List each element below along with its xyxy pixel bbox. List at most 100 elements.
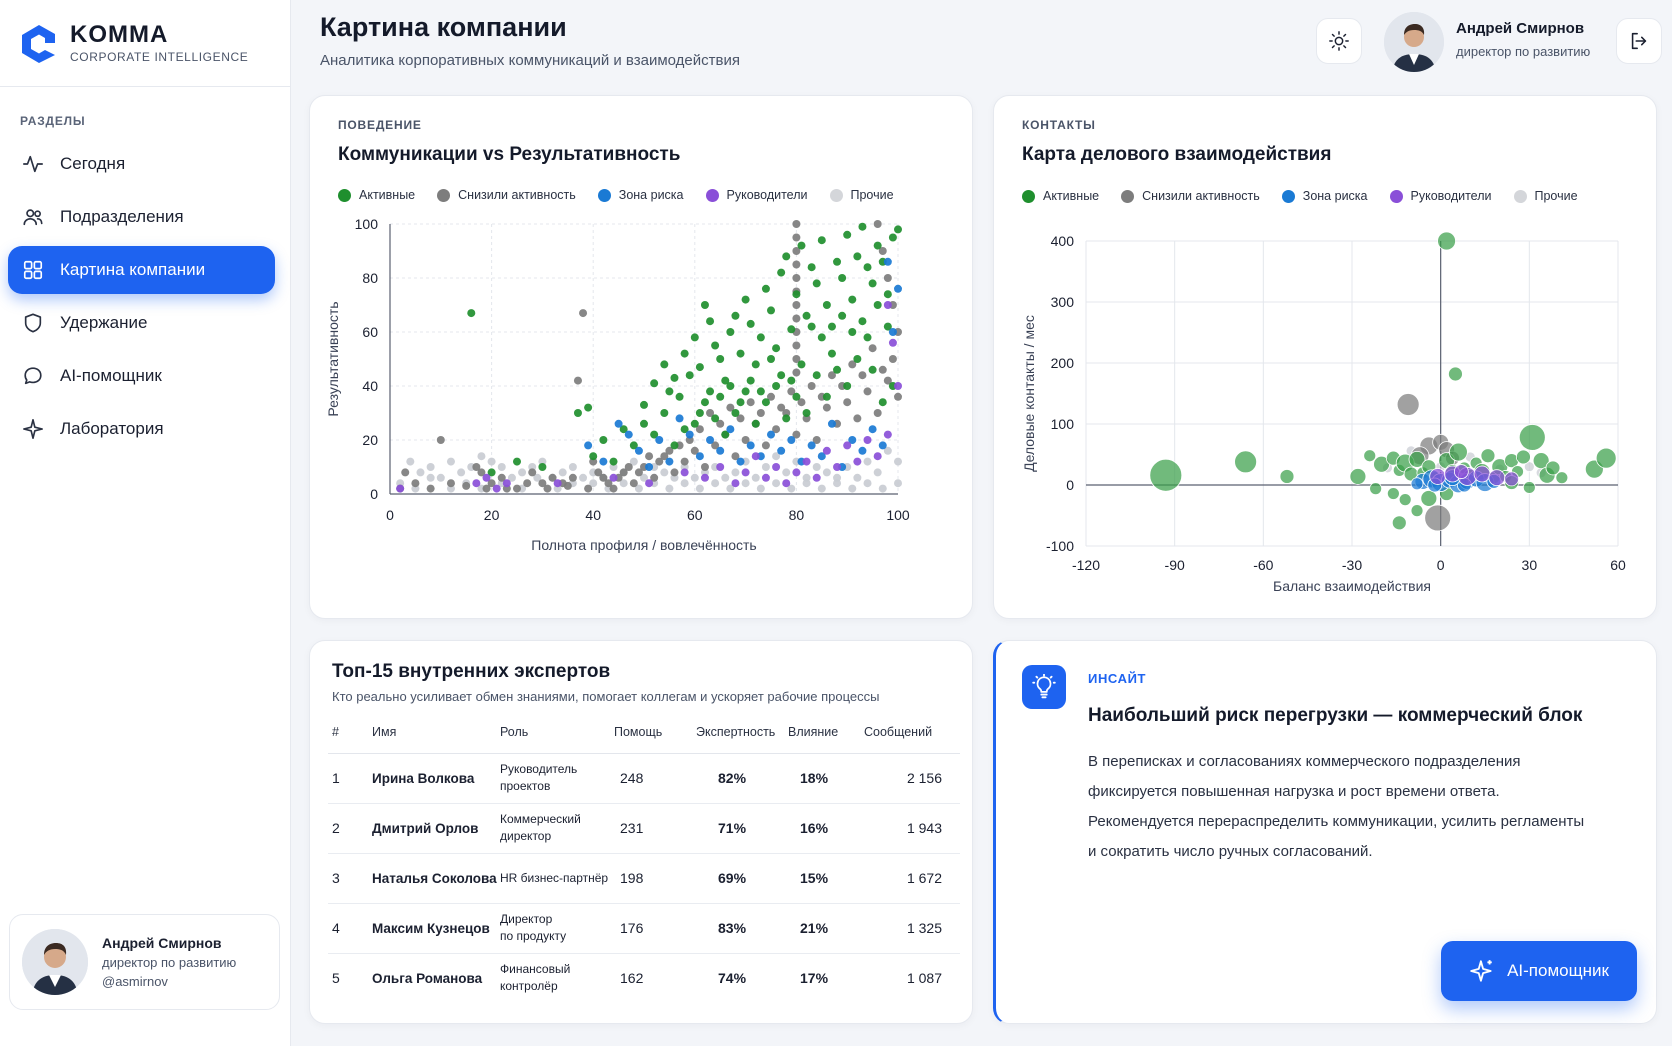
data-point: [777, 371, 786, 380]
legend-item[interactable]: Снизили активность: [437, 188, 576, 202]
sidebar-item-label: Лаборатория: [60, 419, 164, 438]
data-point: [513, 457, 521, 466]
table-row[interactable]: 5 Ольга Романова Финансовый контролёр 162…: [328, 953, 960, 1003]
influence-cell: 17%: [800, 970, 829, 987]
column-header[interactable]: Влияние: [782, 711, 864, 754]
column-header[interactable]: Экспертность: [690, 711, 782, 754]
insight-line: Рекомендуется перераспределить коммуника…: [1088, 813, 1585, 830]
data-point: [538, 463, 547, 471]
table-row[interactable]: 4 Максим Кузнецов Директор по продукту 17…: [328, 903, 960, 954]
data-point: [436, 473, 445, 482]
data-point: [848, 484, 857, 493]
brand-logo[interactable]: KOMMA CORPORATE INTELLIGENCE: [18, 22, 248, 64]
table-row[interactable]: 2 Дмитрий Орлов Коммерческий директор 231…: [328, 803, 960, 854]
data-point: [858, 317, 867, 326]
column-header[interactable]: Имя: [372, 711, 500, 754]
data-point: [721, 376, 730, 385]
legend-item[interactable]: Прочие: [829, 188, 894, 202]
data-point: [883, 446, 892, 455]
expertise-cell: 69%: [690, 853, 782, 904]
data-point: [619, 425, 628, 434]
theme-toggle-button[interactable]: [1316, 18, 1362, 64]
data-point: [853, 457, 862, 466]
column-header[interactable]: Помощь: [614, 711, 690, 754]
data-point: [822, 392, 831, 401]
ai-assistant-button[interactable]: AI-помощник: [1441, 941, 1637, 1001]
data-point: [594, 468, 603, 477]
data-point: [1386, 487, 1400, 500]
data-point: [751, 473, 760, 482]
data-point: [888, 355, 897, 363]
data-point: [650, 473, 659, 482]
sidebar-item-ai-assistant[interactable]: AI-помощник: [8, 352, 275, 400]
data-point: [761, 473, 770, 482]
data-point: [777, 403, 786, 412]
nav-section-title: РАЗДЕЛЫ: [20, 114, 86, 128]
data-point: [568, 463, 577, 471]
logout-button[interactable]: [1616, 18, 1662, 64]
sidebar-item-label: Картина компании: [60, 260, 206, 279]
data-point: [1391, 515, 1407, 531]
data-point: [894, 479, 902, 488]
data-point: [584, 403, 593, 412]
data-point: [543, 484, 552, 493]
sidebar-item-departments[interactable]: Подразделения: [8, 193, 275, 241]
data-point: [878, 441, 887, 450]
data-point: [462, 481, 471, 490]
data-point: [873, 409, 882, 417]
legend-item[interactable]: Активные: [338, 188, 415, 202]
data-point: [802, 457, 811, 466]
table-row[interactable]: 3 Наталья Соколова HR бизнес-партнёр 198…: [328, 853, 960, 904]
data-point: [817, 333, 826, 342]
data-point: [589, 479, 598, 488]
behavior-scatter-chart[interactable]: 0 20 40 60 80 100 0 20 40 60 80 100 Полнота профиля …: [310, 96, 974, 620]
sidebar-user-card[interactable]: Андрей Смирнов директор по развитию @asm…: [9, 914, 280, 1010]
header-avatar[interactable]: [1384, 12, 1444, 72]
legend-item[interactable]: Руководители: [1389, 189, 1492, 203]
data-point: [777, 446, 786, 455]
data-point: [873, 452, 882, 461]
table-row[interactable]: 1 Ирина Волкова Руководитель проектов 248…: [328, 753, 960, 804]
data-point: [1518, 424, 1546, 451]
data-point: [629, 479, 638, 488]
data-point: [807, 441, 816, 450]
insight-line: В переписках и согласованиях коммерческо…: [1088, 753, 1521, 770]
sidebar-item-company-picture[interactable]: Картина компании: [8, 246, 275, 294]
y-tick-label: 200: [1051, 355, 1075, 371]
data-point: [497, 473, 506, 482]
data-point: [665, 387, 674, 396]
data-point: [599, 457, 608, 466]
contacts-title: Карта делового взаимодействия: [1022, 144, 1332, 165]
column-header[interactable]: Роль: [500, 711, 614, 754]
data-point: [894, 382, 902, 390]
contacts-bubble-chart[interactable]: -120 -90 -60 -30 0 30 60 -100 0 100 200 300 400 Балан…: [994, 96, 1658, 620]
sidebar-item-today[interactable]: Сегодня: [8, 140, 275, 188]
data-point: [802, 409, 811, 417]
legend-item[interactable]: Зона риска: [597, 188, 684, 202]
data-point: [599, 473, 608, 482]
legend-item[interactable]: Снизили активность: [1121, 189, 1260, 203]
influence-cell: 15%: [782, 853, 864, 904]
behavior-legend: Активные Снизили активность Зона риска Р…: [338, 188, 916, 202]
sidebar-item-retention[interactable]: Удержание: [8, 299, 275, 347]
legend-item[interactable]: Активные: [1022, 189, 1099, 203]
data-point: [634, 484, 643, 493]
data-point: [802, 311, 811, 320]
data-point: [833, 365, 842, 374]
column-header[interactable]: #: [328, 711, 372, 754]
data-point: [528, 468, 537, 477]
data-point: [645, 452, 654, 461]
legend-item[interactable]: Прочие: [1513, 189, 1578, 203]
data-point: [741, 295, 750, 304]
data-point: [858, 222, 867, 231]
data-point: [599, 436, 608, 444]
sidebar-item-lab[interactable]: Лаборатория: [8, 405, 275, 453]
data-point: [406, 457, 415, 466]
legend-item[interactable]: Зона риска: [1281, 189, 1368, 203]
legend-item[interactable]: Руководители: [705, 188, 808, 202]
y-tick-label: 40: [362, 378, 378, 394]
column-header[interactable]: Сообщений: [864, 711, 960, 754]
x-tick-label: -90: [1165, 557, 1185, 573]
role-cell: Коммерческий директор: [500, 803, 614, 854]
data-point: [695, 452, 704, 461]
